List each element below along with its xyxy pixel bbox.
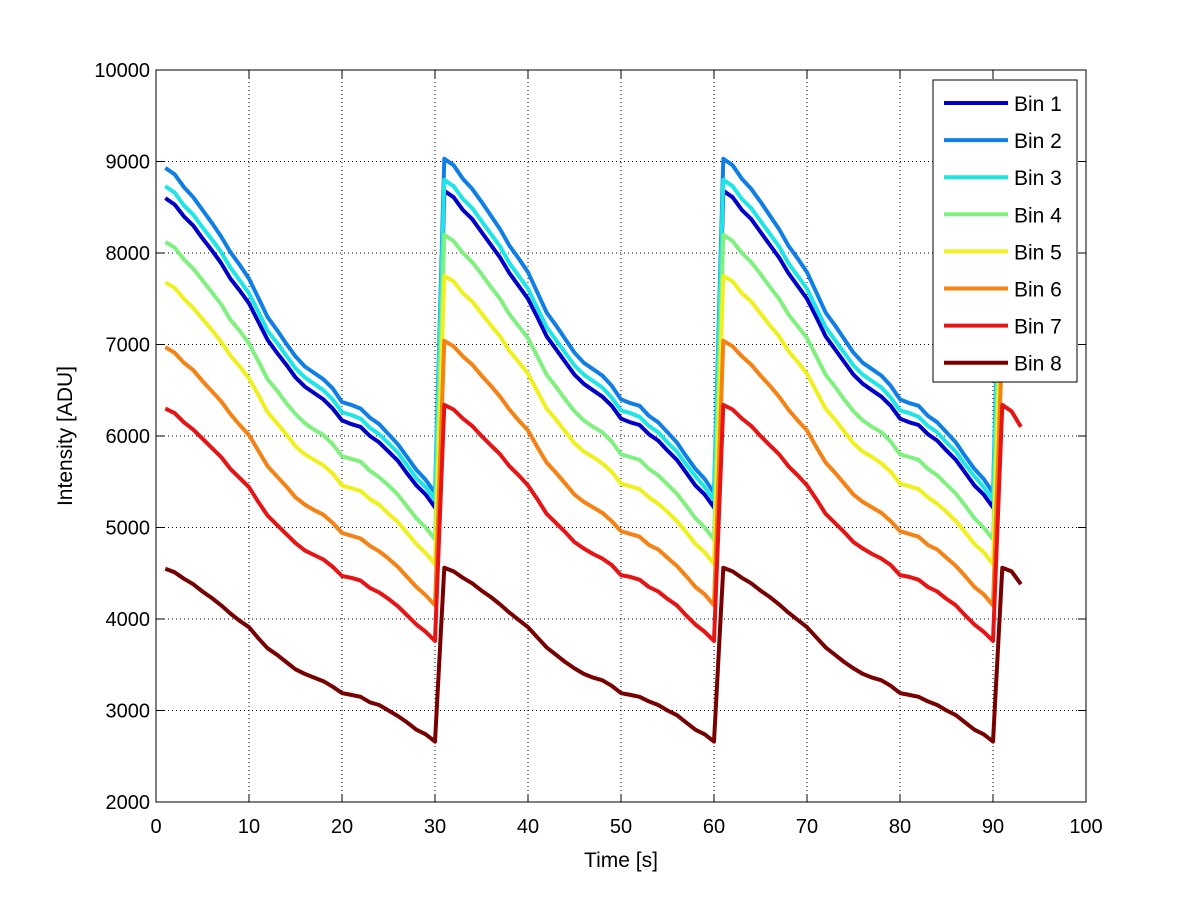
y-tick-label: 6000 [106,426,151,448]
legend-item: Bin 2 [944,130,1062,153]
grid [156,70,1086,802]
legend-item: Bin 6 [944,279,1062,302]
legend-label: Bin 3 [1014,167,1062,190]
series-line-bin-7 [164,402,1023,643]
series-lines [164,156,1023,744]
legend-label: Bin 4 [1014,204,1062,227]
x-tick-label: 20 [331,816,353,838]
y-tick-label: 3000 [106,701,151,723]
x-axis-label: Time [s] [584,849,658,872]
legend-label: Bin 6 [1014,279,1062,302]
series-line-bin-8 [164,565,1023,744]
x-tick-label: 10 [238,816,260,838]
legend-item: Bin 8 [944,353,1062,376]
legend-label: Bin 5 [1014,241,1062,264]
x-tick-label: 50 [610,816,632,838]
x-tick-label: 90 [982,816,1004,838]
series-line-bin-6 [164,338,1023,608]
legend: Bin 1 Bin 2 Bin 3 Bin 4 Bin 5 Bin 6 Bin 7 Bin 8 [932,79,1078,383]
legend-item: Bin 3 [944,167,1062,190]
legend-label: Bin 7 [1014,316,1062,339]
x-tick-label: 0 [150,816,161,838]
x-tick-label: 80 [889,816,911,838]
series-line-bin-3 [164,177,1023,503]
legend-box [932,79,1078,383]
series-line-bin-5 [164,273,1023,567]
legend-label: Bin 8 [1014,353,1062,376]
legend-item: Bin 4 [944,204,1062,227]
y-tick-label: 8000 [106,243,151,265]
y-tick-label: 2000 [106,792,151,814]
y-tick-label: 5000 [106,518,151,540]
x-tick-label: 30 [424,816,446,838]
legend-label: Bin 1 [1014,93,1062,116]
x-tick-label: 40 [517,816,539,838]
y-tick-label: 9000 [106,152,151,174]
legend-item: Bin 7 [944,316,1062,339]
x-tick-label: 70 [796,816,818,838]
y-tick-label: 10000 [94,60,150,82]
y-tick-label: 4000 [106,609,151,631]
y-axis-label: Intensity [ADU] [54,366,77,506]
x-tick-label: 100 [1069,816,1102,838]
ticks: 0 10 20 30 40 50 60 70 80 90 100 2000 3000 4000 5000 60… [94,60,1102,838]
x-tick-label: 60 [703,816,725,838]
series-line-bin-2 [164,156,1023,495]
series-line-bin-4 [164,232,1023,542]
series-line-bin-1 [164,188,1023,510]
legend-item: Bin 5 [944,241,1062,264]
legend-label: Bin 2 [1014,130,1062,153]
y-tick-label: 7000 [106,335,151,357]
legend-item: Bin 1 [944,93,1062,116]
